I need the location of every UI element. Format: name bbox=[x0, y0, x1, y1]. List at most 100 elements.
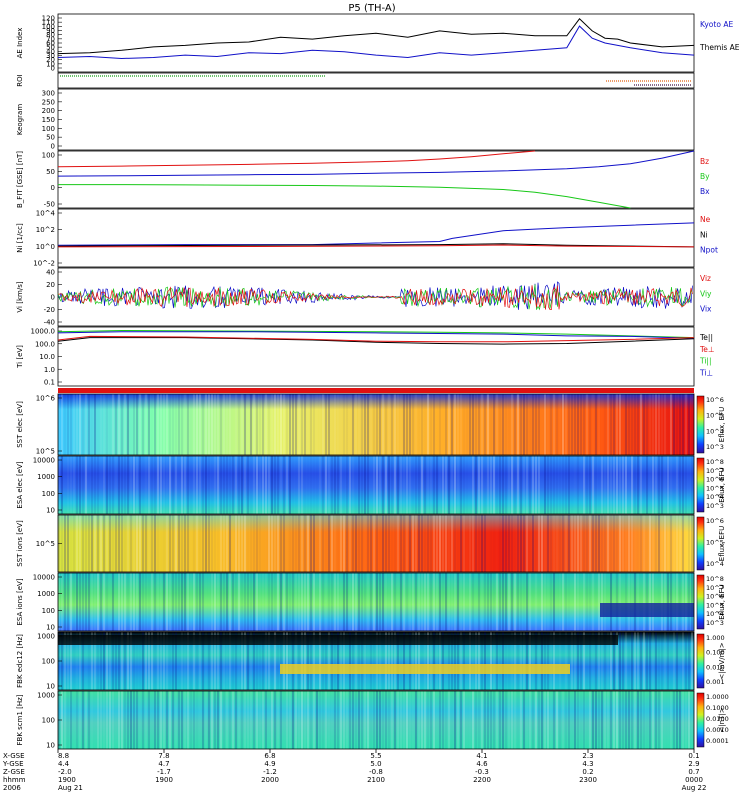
y-tick-label: 40 bbox=[46, 269, 55, 277]
spectrogram-stripe bbox=[577, 456, 579, 514]
spectrogram-stripe bbox=[124, 573, 126, 631]
spectrogram-stripe bbox=[610, 632, 612, 690]
spectrogram-stripe bbox=[547, 632, 549, 690]
colorbar-tick-label: 10^6 bbox=[706, 517, 724, 525]
footer-value: 4.6 bbox=[476, 760, 488, 768]
spectrogram-stripe bbox=[67, 456, 69, 514]
spectrogram-stripe bbox=[391, 691, 393, 749]
spectrogram-fbk-b bbox=[58, 691, 694, 749]
spectrogram-stripe bbox=[322, 691, 324, 749]
spectrogram-stripe bbox=[592, 515, 594, 572]
spectrogram-stripe bbox=[385, 632, 387, 690]
spectrogram-stripe bbox=[337, 456, 339, 514]
spectrogram-stripe bbox=[472, 573, 474, 631]
spectrogram-stripe bbox=[151, 515, 153, 572]
y-tick-label: 10^6 bbox=[36, 395, 56, 403]
spectrogram-stripe bbox=[478, 573, 480, 631]
colorbar-label: Eflux, EFU bbox=[718, 584, 726, 619]
spectrogram-stripe bbox=[667, 691, 669, 749]
spectrogram-stripe bbox=[487, 573, 489, 631]
spectrogram-stripe bbox=[211, 394, 213, 455]
spectrogram-stripe bbox=[223, 456, 225, 514]
spectrogram-stripe bbox=[337, 691, 339, 749]
footer-value: 0.7 bbox=[688, 768, 699, 776]
spectrogram-stripe bbox=[583, 691, 585, 749]
spectrogram-stripe bbox=[319, 456, 321, 514]
spectrogram-stripe bbox=[580, 691, 582, 749]
spectrogram-stripe bbox=[58, 456, 60, 514]
spectrogram-stripe bbox=[664, 394, 666, 455]
spectrogram-stripe bbox=[304, 394, 306, 455]
colorbar-tick-label: 10^8 bbox=[706, 458, 724, 466]
spectrogram-stripe bbox=[460, 691, 462, 749]
y-tick-label: 50 bbox=[46, 44, 55, 52]
spectrogram-stripe bbox=[367, 456, 369, 514]
spectrogram-stripe bbox=[490, 691, 492, 749]
spectrogram-stripe bbox=[226, 394, 228, 455]
spectrogram-stripe bbox=[184, 573, 186, 631]
spectrogram-stripe bbox=[502, 573, 504, 631]
spectrogram-stripe bbox=[331, 573, 333, 631]
spectrogram-stripe bbox=[535, 394, 537, 455]
spectrogram-stripe bbox=[148, 456, 150, 514]
spectrogram-stripe bbox=[118, 515, 120, 572]
y-tick-label: 10^4 bbox=[36, 210, 56, 218]
spectrogram-stripe bbox=[490, 632, 492, 690]
y-tick-label: 10^0 bbox=[36, 243, 55, 251]
axis-frame bbox=[57, 88, 695, 151]
spectrogram-stripe bbox=[64, 394, 66, 455]
spectrogram-stripe bbox=[634, 632, 636, 690]
spectrogram-stripe bbox=[619, 394, 621, 455]
spectrogram-stripe bbox=[598, 632, 600, 690]
plot-title: P5 (TH-A) bbox=[348, 3, 395, 14]
spectrogram-stripe bbox=[388, 632, 390, 690]
spectrogram-stripe bbox=[199, 456, 201, 514]
spectrogram-stripe bbox=[106, 456, 108, 514]
spectrogram-stripe bbox=[391, 632, 393, 690]
spectrogram-stripe bbox=[373, 456, 375, 514]
y-tick-label: 100 bbox=[42, 490, 55, 498]
spectrogram-stripe bbox=[433, 515, 435, 572]
spectrogram-stripe bbox=[493, 394, 495, 455]
spectrogram-stripe bbox=[262, 394, 264, 455]
spectrogram-stripe bbox=[313, 456, 315, 514]
spectrogram-stripe bbox=[130, 515, 132, 572]
spectrogram-stripe bbox=[334, 632, 336, 690]
spectrogram-stripe bbox=[394, 691, 396, 749]
spectrogram-stripe bbox=[64, 632, 66, 690]
spectrogram-stripe bbox=[310, 632, 312, 690]
footer-row-label: hhmm bbox=[3, 776, 26, 784]
spectrogram-stripe bbox=[181, 573, 183, 631]
spectrogram-stripe bbox=[253, 515, 255, 572]
spectrogram-stripe bbox=[679, 394, 681, 455]
spectrogram-stripe bbox=[427, 691, 429, 749]
spectrogram-stripe bbox=[136, 515, 138, 572]
spectrogram-stripe bbox=[106, 632, 108, 690]
spectrogram-stripe bbox=[217, 691, 219, 749]
footer-value: 2200 bbox=[473, 776, 491, 784]
y-tick-label: 20 bbox=[46, 56, 55, 64]
spectrogram-stripe bbox=[127, 573, 129, 631]
spectrogram-stripe bbox=[241, 632, 243, 690]
spectrogram-stripe bbox=[394, 632, 396, 690]
spectrogram-stripe bbox=[613, 632, 615, 690]
spectrogram-stripe bbox=[538, 394, 540, 455]
spectrogram-stripe bbox=[313, 515, 315, 572]
spectrogram-stripe bbox=[652, 691, 654, 749]
spectrogram-stripe bbox=[319, 691, 321, 749]
spectrogram-stripe bbox=[577, 394, 579, 455]
footer-value: 4.7 bbox=[158, 760, 169, 768]
spectrogram-stripe bbox=[466, 456, 468, 514]
spectrogram-stripe bbox=[130, 691, 132, 749]
spectrogram-stripe bbox=[640, 691, 642, 749]
spectrogram-stripe bbox=[577, 632, 579, 690]
colorbar-tick-label: 10^4 bbox=[706, 427, 724, 435]
spectrogram-stripe bbox=[85, 691, 87, 749]
spectrogram-stripe bbox=[373, 515, 375, 572]
spectrogram-stripe bbox=[661, 632, 663, 690]
spectrogram-stripe bbox=[400, 394, 402, 455]
spectrogram-stripe bbox=[223, 632, 225, 690]
spectrogram-stripe bbox=[520, 456, 522, 514]
spectrogram-stripe bbox=[184, 394, 186, 455]
y-tick-label: 120 bbox=[42, 15, 55, 23]
